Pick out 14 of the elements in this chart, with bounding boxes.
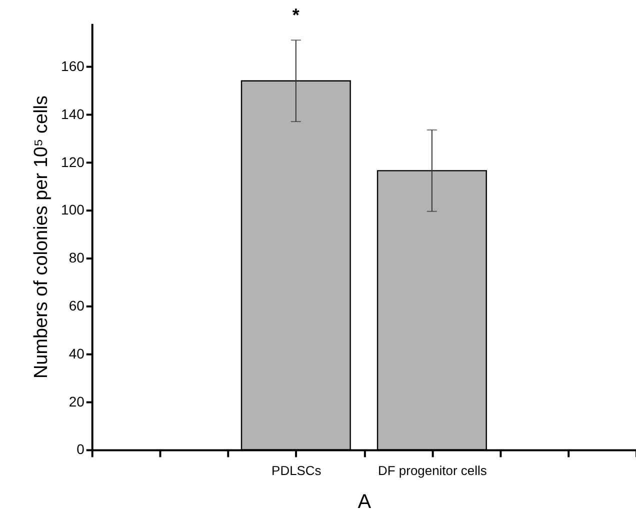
y-axis-title: Numbers of colonies per 10⁵ cells (31, 96, 52, 379)
y-tick-label: 140 (61, 106, 85, 122)
y-tick-label: 0 (76, 441, 85, 458)
x-axis-title: A (358, 491, 372, 513)
x-tick-label: PDLSCs (272, 463, 322, 478)
y-tick-label: 60 (68, 297, 85, 314)
y-tick-label: 20 (68, 393, 85, 410)
y-tick-label: 100 (61, 202, 85, 218)
y-tick-label: 40 (68, 345, 85, 362)
x-tick-label: DF progenitor cells (378, 463, 488, 478)
y-tick-label: 160 (61, 58, 85, 74)
y-tick-label: 80 (68, 250, 85, 266)
y-tick-label: 120 (61, 154, 85, 170)
annotation: * (292, 5, 300, 26)
